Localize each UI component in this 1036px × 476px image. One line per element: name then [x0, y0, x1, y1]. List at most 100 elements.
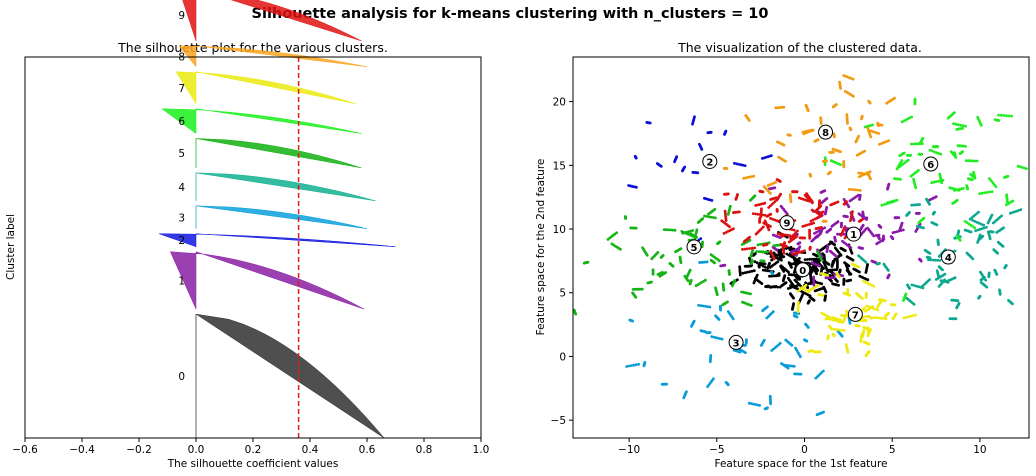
scatter-point: [860, 218, 864, 221]
scatter-point: [838, 80, 841, 84]
silhouette-x-tick-label: −0.2: [126, 444, 152, 456]
scatter-point: [832, 272, 836, 276]
scatter-point: [708, 331, 712, 334]
scatter-point: [711, 216, 715, 219]
scatter-x-tick-label: −10: [618, 444, 640, 456]
silhouette-cluster-2: [158, 233, 396, 248]
scatter-point: [939, 152, 943, 156]
scatter-point: [684, 231, 688, 235]
scatter-point: [825, 197, 829, 200]
scatter-point: [840, 328, 843, 332]
scatter-point: [840, 314, 843, 317]
scatter-point: [943, 272, 947, 276]
scatter-point: [953, 276, 957, 280]
scatter-plot-title: The visualization of the clustered data.: [677, 40, 922, 55]
scatter-point: [1015, 209, 1019, 213]
scatter-point: [857, 134, 861, 138]
scatter-point: [929, 258, 933, 262]
scatter-point: [761, 268, 765, 272]
scatter-point: [769, 212, 773, 216]
scatter-point: [812, 252, 815, 256]
scatter-point: [833, 246, 837, 250]
scatter-point: [650, 280, 653, 284]
scatter-point: [755, 273, 759, 277]
silhouette-y-axis-label: Cluster label: [5, 214, 17, 280]
scatter-point: [808, 245, 812, 249]
scatter-point: [909, 314, 913, 318]
scatter-point: [782, 105, 786, 109]
scatter-point: [843, 226, 846, 230]
scatter-point: [842, 198, 846, 201]
scatter-point: [862, 173, 865, 177]
scatter-point: [816, 250, 819, 254]
scatter-cluster-7: [796, 262, 917, 358]
scatter-point: [921, 136, 925, 140]
scatter-point: [797, 301, 800, 304]
scatter-point: [718, 240, 722, 244]
scatter-point: [957, 229, 961, 233]
scatter-point: [665, 382, 669, 386]
cluster-center-label: 6: [927, 160, 934, 171]
scatter-point: [714, 336, 718, 339]
scatter-point: [766, 305, 769, 309]
scatter-point: [965, 221, 969, 225]
scatter-point: [810, 261, 814, 264]
silhouette-cluster-label-7: 7: [178, 83, 185, 95]
scatter-point: [804, 103, 808, 107]
scatter-point: [743, 271, 747, 275]
scatter-point: [1010, 114, 1013, 118]
scatter-point: [857, 246, 861, 249]
scatter-point: [887, 311, 890, 315]
cluster-center-marker: [686, 239, 702, 255]
cluster-center-label: 5: [691, 243, 698, 254]
scatter-point: [645, 121, 649, 124]
scatter-point: [809, 219, 813, 223]
scatter-point: [930, 221, 934, 224]
scatter-point: [866, 263, 869, 266]
scatter-point: [907, 315, 910, 319]
scatter-point: [727, 269, 731, 272]
scatter-point: [784, 281, 788, 284]
scatter-point: [768, 285, 772, 289]
scatter-point: [823, 189, 827, 193]
silhouette-cluster-8: [178, 45, 368, 68]
scatter-point: [766, 250, 769, 254]
scatter-point: [918, 203, 921, 206]
silhouette-cluster-6: [160, 108, 362, 134]
scatter-y-tick-label: 15: [553, 160, 566, 172]
scatter-point: [808, 223, 811, 226]
scatter-point: [816, 138, 820, 142]
scatter-point: [736, 278, 739, 282]
scatter-point: [748, 270, 752, 274]
silhouette-cluster-3: [195, 205, 368, 229]
scatter-point: [798, 236, 802, 240]
scatter-point: [720, 219, 724, 223]
scatter-point: [704, 304, 707, 308]
scatter-point: [633, 154, 637, 158]
scatter-point: [822, 410, 825, 414]
scatter-point: [858, 189, 862, 192]
scatter-point: [762, 185, 766, 189]
scatter-point: [839, 246, 843, 250]
scatter-point: [862, 326, 866, 329]
scatter-point: [832, 317, 836, 320]
scatter-point: [893, 96, 896, 100]
scatter-point: [779, 204, 783, 208]
scatter-x-tick-label: 10: [973, 444, 986, 456]
scatter-point: [983, 191, 986, 195]
scatter-point: [788, 193, 792, 197]
scatter-point: [759, 213, 762, 217]
scatter-point: [750, 269, 754, 273]
scatter-point: [789, 284, 792, 287]
scatter-point: [916, 142, 920, 146]
scatter-point: [990, 213, 994, 217]
scatter-point: [870, 283, 874, 287]
scatter-point: [756, 212, 760, 216]
scatter-point: [976, 115, 980, 119]
scatter-point: [816, 248, 819, 252]
silhouette-plot-frame: [24, 56, 482, 439]
scatter-point: [794, 274, 797, 278]
scatter-point: [938, 172, 942, 176]
scatter-point: [703, 214, 706, 218]
scatter-point: [874, 316, 878, 320]
